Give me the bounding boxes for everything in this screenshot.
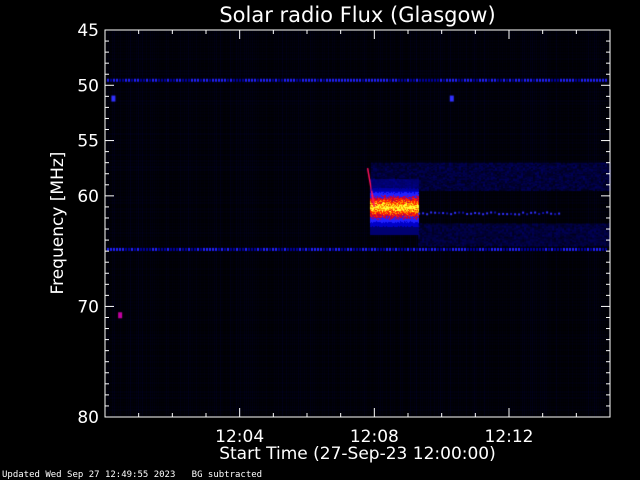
footer-status: Updated Wed Sep 27 12:49:55 2023 BG subt…	[2, 470, 262, 480]
y-tick-label: 45	[77, 21, 99, 41]
y-tick-label: 80	[77, 408, 99, 428]
x-axis-label: Start Time (27-Sep-23 12:00:00)	[219, 444, 496, 464]
y-tick-label: 60	[77, 187, 99, 207]
chart-title: Solar radio Flux (Glasgow)	[219, 3, 496, 27]
bg-note: BG subtracted	[191, 470, 263, 480]
y-tick-label: 70	[77, 297, 99, 317]
updated-timestamp: Updated Wed Sep 27 12:49:55 2023	[2, 470, 176, 480]
x-tick-label: 12:04	[215, 427, 264, 447]
y-tick-label: 55	[77, 132, 99, 152]
x-axis: 12:04 12:08 12:12	[138, 30, 577, 447]
y-tick-label: 50	[77, 76, 99, 96]
y-axis-label: Frequency [MHz]	[48, 151, 68, 295]
x-tick-label: 12:12	[485, 427, 534, 447]
y-axis: 45 50 55 60 70 80	[77, 21, 610, 428]
x-tick-label: 12:08	[350, 427, 399, 447]
plot-frame	[104, 29, 611, 418]
